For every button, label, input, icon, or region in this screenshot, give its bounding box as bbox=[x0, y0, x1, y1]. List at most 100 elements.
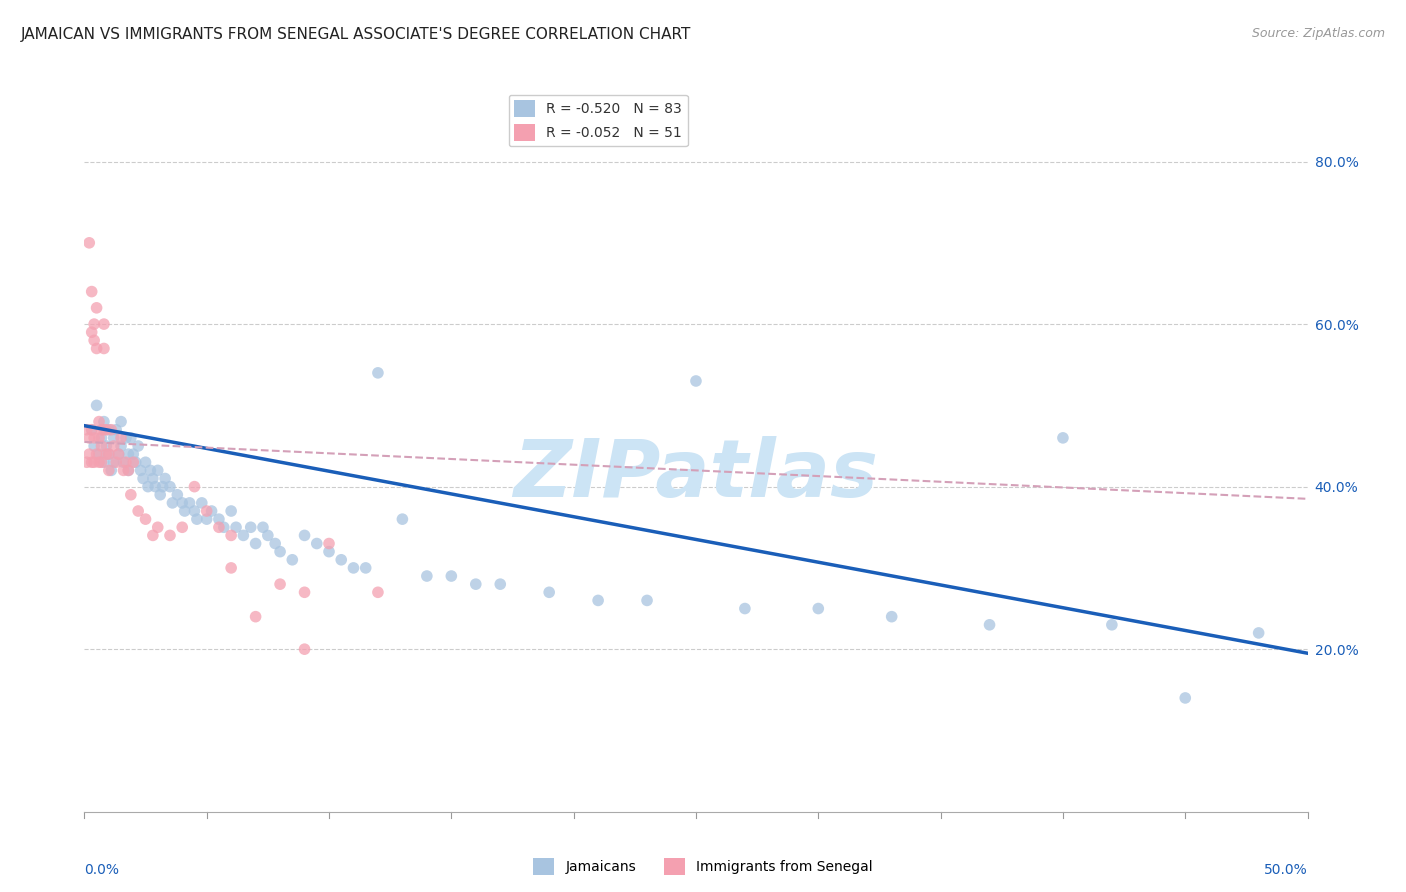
Point bbox=[93, 455, 115, 469]
Point bbox=[129, 463, 152, 477]
Point bbox=[110, 439, 132, 453]
Point bbox=[76, 423, 98, 437]
Point bbox=[97, 447, 120, 461]
Point bbox=[143, 480, 166, 494]
Point bbox=[122, 447, 145, 461]
Point bbox=[86, 398, 108, 412]
Text: ZIPatlas: ZIPatlas bbox=[513, 436, 879, 515]
Point bbox=[219, 528, 242, 542]
Point bbox=[269, 544, 291, 558]
Point bbox=[330, 553, 353, 567]
Point bbox=[179, 496, 201, 510]
Point bbox=[93, 423, 115, 437]
Point bbox=[183, 504, 205, 518]
Point bbox=[807, 601, 830, 615]
Point bbox=[96, 447, 118, 461]
Point bbox=[172, 496, 194, 510]
Point bbox=[146, 520, 169, 534]
Point bbox=[1101, 617, 1123, 632]
Point bbox=[96, 423, 118, 437]
Point bbox=[195, 504, 218, 518]
Legend: Jamaicans, Immigrants from Senegal: Jamaicans, Immigrants from Senegal bbox=[527, 853, 879, 880]
Point bbox=[135, 455, 157, 469]
Point bbox=[264, 536, 287, 550]
Point bbox=[149, 488, 172, 502]
Point bbox=[367, 585, 389, 599]
Point bbox=[880, 609, 903, 624]
Point bbox=[1247, 626, 1270, 640]
Point bbox=[122, 455, 145, 469]
Point bbox=[152, 480, 174, 494]
Point bbox=[115, 431, 138, 445]
Point bbox=[93, 415, 115, 429]
Point bbox=[464, 577, 486, 591]
Point bbox=[979, 617, 1001, 632]
Point bbox=[1052, 431, 1074, 445]
Point bbox=[318, 536, 340, 550]
Point bbox=[166, 488, 188, 502]
Text: 0.0%: 0.0% bbox=[84, 863, 120, 877]
Point bbox=[245, 609, 267, 624]
Point bbox=[87, 455, 110, 469]
Point bbox=[305, 536, 328, 550]
Point bbox=[367, 366, 389, 380]
Point bbox=[100, 463, 122, 477]
Point bbox=[107, 447, 129, 461]
Point bbox=[191, 496, 214, 510]
Point bbox=[86, 342, 108, 356]
Point bbox=[80, 325, 103, 339]
Point bbox=[110, 431, 132, 445]
Point bbox=[87, 431, 110, 445]
Point bbox=[103, 431, 125, 445]
Point bbox=[225, 520, 247, 534]
Point bbox=[252, 520, 274, 534]
Point bbox=[90, 455, 112, 469]
Point bbox=[83, 317, 105, 331]
Point bbox=[208, 520, 231, 534]
Point bbox=[318, 544, 340, 558]
Point bbox=[107, 447, 129, 461]
Point bbox=[195, 512, 218, 526]
Point bbox=[200, 504, 222, 518]
Point bbox=[83, 455, 105, 469]
Point bbox=[105, 423, 128, 437]
Text: JAMAICAN VS IMMIGRANTS FROM SENEGAL ASSOCIATE'S DEGREE CORRELATION CHART: JAMAICAN VS IMMIGRANTS FROM SENEGAL ASSO… bbox=[21, 27, 692, 42]
Point bbox=[127, 439, 149, 453]
Point bbox=[110, 415, 132, 429]
Point bbox=[636, 593, 658, 607]
Point bbox=[80, 455, 103, 469]
Point bbox=[97, 463, 120, 477]
Text: Source: ZipAtlas.com: Source: ZipAtlas.com bbox=[1251, 27, 1385, 40]
Point bbox=[77, 235, 100, 250]
Point bbox=[172, 520, 194, 534]
Point bbox=[219, 561, 242, 575]
Legend: R = -0.520   N = 83, R = -0.052   N = 51: R = -0.520 N = 83, R = -0.052 N = 51 bbox=[509, 95, 688, 146]
Point bbox=[112, 463, 135, 477]
Point bbox=[586, 593, 609, 607]
Point bbox=[142, 471, 165, 485]
Point bbox=[269, 577, 291, 591]
Point bbox=[416, 569, 439, 583]
Point bbox=[96, 439, 118, 453]
Point bbox=[173, 504, 195, 518]
Point bbox=[139, 463, 162, 477]
Point bbox=[142, 528, 165, 542]
Point bbox=[245, 536, 267, 550]
Point bbox=[93, 317, 115, 331]
Point bbox=[183, 480, 205, 494]
Point bbox=[354, 561, 377, 575]
Point bbox=[93, 342, 115, 356]
Point bbox=[734, 601, 756, 615]
Point bbox=[1174, 690, 1197, 705]
Point bbox=[153, 471, 176, 485]
Point bbox=[219, 504, 242, 518]
Point bbox=[86, 447, 108, 461]
Point bbox=[186, 512, 208, 526]
Point bbox=[103, 455, 125, 469]
Point bbox=[87, 415, 110, 429]
Point bbox=[159, 528, 181, 542]
Point bbox=[97, 447, 120, 461]
Point bbox=[538, 585, 561, 599]
Point bbox=[117, 447, 139, 461]
Point bbox=[159, 480, 181, 494]
